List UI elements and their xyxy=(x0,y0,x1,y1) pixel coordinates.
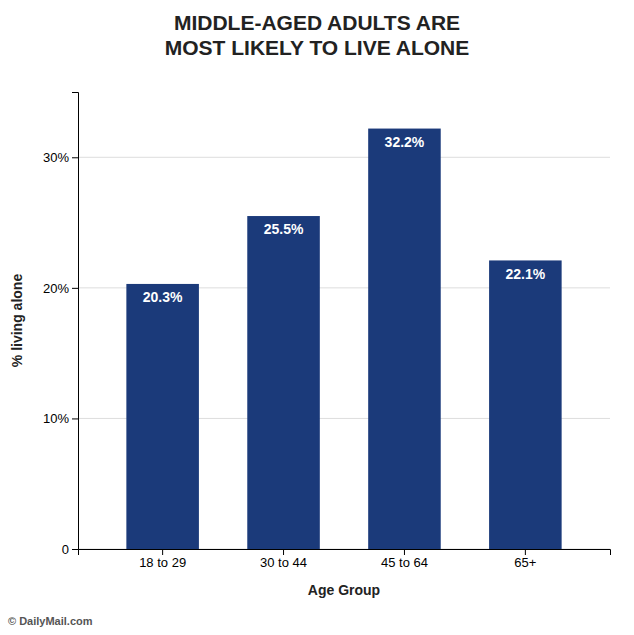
data-label: 20.3% xyxy=(143,289,183,305)
tick-mark xyxy=(72,288,78,289)
data-label: 22.1% xyxy=(506,266,546,282)
bar xyxy=(126,284,199,549)
tick-mark xyxy=(404,549,405,555)
axis-line xyxy=(79,550,611,556)
title: MIDDLE-AGED ADULTS AREMOST LIKELY TO LIV… xyxy=(165,11,470,59)
chart-container: 0 10% 20% 30% 18 to 29 30 to 44 45 to 64 65+ 20.… xyxy=(0,0,634,635)
annotation: © DailyMail.com xyxy=(8,615,93,627)
y-axis: 0 10% 20% 30% xyxy=(43,93,79,557)
bar xyxy=(489,260,562,549)
tick-mark xyxy=(162,549,163,555)
x-axis: 18 to 29 30 to 44 45 to 64 65+ xyxy=(79,549,611,570)
bar xyxy=(368,129,441,549)
plot-area: 0 10% 20% 30% 18 to 29 30 to 44 45 to 64 65+ 20.… xyxy=(43,93,611,571)
data-label: 25.5% xyxy=(264,221,304,237)
y-tick: 0 xyxy=(62,542,78,557)
title-line: MOST LIKELY TO LIVE ALONE xyxy=(165,36,470,59)
tick-label: 30% xyxy=(43,150,69,165)
tick-label: 0 xyxy=(62,542,69,557)
grid xyxy=(78,157,610,549)
tick-mark xyxy=(283,549,284,555)
tick-mark xyxy=(525,549,526,555)
data-label: 32.2% xyxy=(385,134,425,150)
y-tick: 30% xyxy=(43,150,78,165)
y-axis-title: % living alone xyxy=(9,274,25,368)
tick-label: 45 to 64 xyxy=(381,555,428,570)
x-axis-title: Age Group xyxy=(308,582,380,598)
tick-label: 20% xyxy=(43,281,69,296)
x-tick: 45 to 64 xyxy=(381,549,428,570)
grid-line xyxy=(78,157,610,158)
data-labels: 20.3% 25.5% 32.2% 22.1% xyxy=(143,134,546,305)
chart-svg: 0 10% 20% 30% 18 to 29 30 to 44 45 to 64 65+ 20.… xyxy=(0,0,634,635)
x-tick: 65+ xyxy=(514,549,536,570)
x-tick: 30 to 44 xyxy=(260,549,307,570)
tick-mark xyxy=(72,549,78,550)
tick-label: 18 to 29 xyxy=(139,555,186,570)
tick-mark xyxy=(72,418,78,419)
tick-label: 65+ xyxy=(514,555,536,570)
y-tick: 10% xyxy=(43,411,78,426)
tick-label: 10% xyxy=(43,411,69,426)
bar xyxy=(247,216,320,549)
y-tick: 20% xyxy=(43,281,78,296)
axis-line xyxy=(72,93,79,550)
x-tick: 18 to 29 xyxy=(139,549,186,570)
bars xyxy=(126,129,561,549)
title-line: MIDDLE-AGED ADULTS ARE xyxy=(174,11,460,34)
tick-label: 30 to 44 xyxy=(260,555,307,570)
tick-mark xyxy=(72,157,78,158)
